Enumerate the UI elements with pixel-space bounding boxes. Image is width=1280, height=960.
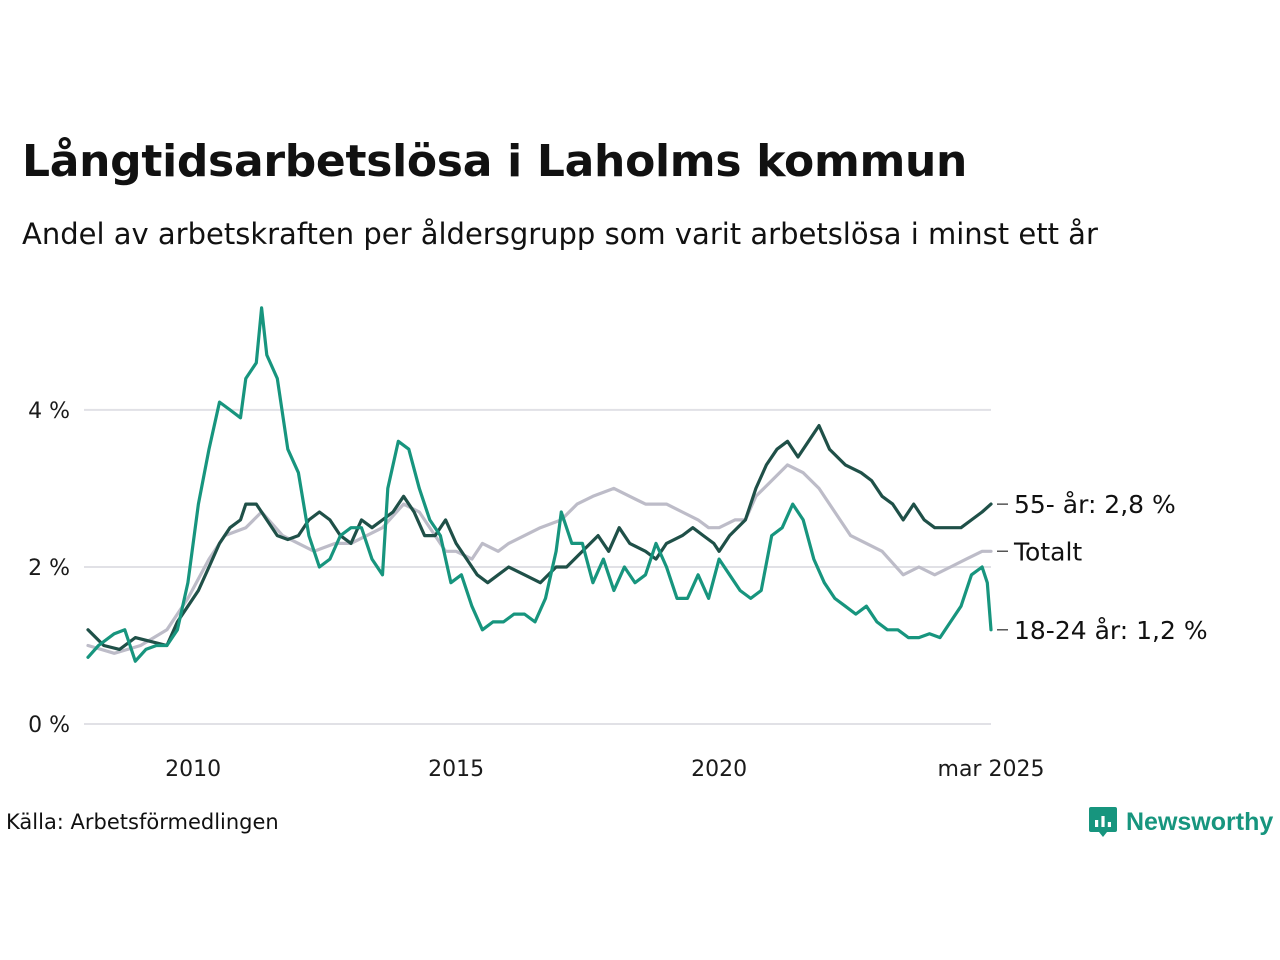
x-tick-label: 2015 xyxy=(428,757,484,782)
source-note: Källa: Arbetsförmedlingen xyxy=(6,810,279,834)
series-lines xyxy=(86,306,993,663)
chart-subtitle: Andel av arbetskraften per åldersgrupp s… xyxy=(22,217,1098,251)
end-label-55plus: 55- år: 2,8 % xyxy=(1014,490,1176,519)
brand-name: Newsworthy xyxy=(1126,807,1274,836)
grid-lines xyxy=(84,408,991,725)
y-tick-label: 2 % xyxy=(28,556,70,581)
brand-logo[interactable]: Newsworthy xyxy=(1088,804,1273,840)
x-tick-label: 2020 xyxy=(691,757,747,782)
series-line-18to24 xyxy=(86,306,993,663)
end-label-18to24: 18-24 år: 1,2 % xyxy=(1014,616,1208,645)
end-label-total: Totalt xyxy=(1013,537,1082,566)
x-tick-label: 2010 xyxy=(165,757,221,782)
x-tick-label: mar 2025 xyxy=(938,757,1045,782)
chart-title: Långtidsarbetslösa i Laholms kommun xyxy=(22,136,968,187)
newsworthy-logo-icon xyxy=(1089,807,1117,837)
y-tick-label: 0 % xyxy=(28,713,70,738)
series-line-total xyxy=(86,463,993,655)
y-axis-ticks: 0 % 2 % 4 % xyxy=(28,399,70,738)
series-end-labels: Totalt 55- år: 2,8 % 18-24 år: 1,2 % xyxy=(997,490,1208,645)
series-line-55plus xyxy=(86,424,993,651)
y-tick-label: 4 % xyxy=(28,399,70,424)
x-axis-ticks: 2010 2015 2020 mar 2025 xyxy=(165,757,1044,782)
